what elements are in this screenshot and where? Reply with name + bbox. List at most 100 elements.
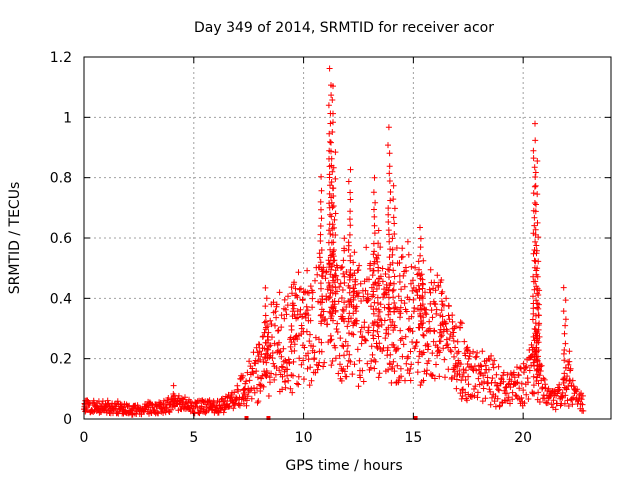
data-point-spike <box>347 196 354 203</box>
data-point <box>363 244 370 251</box>
data-point <box>489 375 496 382</box>
data-point <box>401 283 408 290</box>
data-point <box>284 372 291 379</box>
data-point-spike <box>317 198 324 205</box>
data-point <box>465 355 472 362</box>
data-point <box>279 386 286 393</box>
data-point <box>282 306 289 313</box>
data-point <box>400 272 407 279</box>
data-point-spike <box>533 356 540 363</box>
data-point-spike <box>530 155 537 162</box>
data-point-spike <box>398 297 405 304</box>
data-point-spike <box>532 137 539 144</box>
data-point <box>324 321 331 328</box>
data-point <box>523 391 530 398</box>
data-point-zero <box>413 416 418 420</box>
data-point <box>450 337 457 344</box>
data-point-spike <box>318 247 325 253</box>
data-point-spike <box>562 316 569 323</box>
data-point <box>359 367 366 374</box>
data-point <box>441 356 448 363</box>
data-point <box>248 395 255 402</box>
data-point <box>452 344 459 351</box>
data-point <box>436 373 443 380</box>
data-point-spike <box>263 324 270 331</box>
data-point-spike <box>398 286 405 293</box>
data-point <box>450 329 457 336</box>
data-point <box>312 369 319 376</box>
data-point <box>120 404 127 411</box>
data-point <box>369 351 376 358</box>
data-point <box>261 345 268 352</box>
data-point <box>427 266 434 273</box>
data-point <box>326 294 333 300</box>
data-point-spike <box>374 300 381 306</box>
data-point <box>233 395 240 402</box>
data-point <box>428 372 435 379</box>
data-point <box>344 348 351 355</box>
data-point <box>404 238 411 245</box>
data-point <box>432 287 439 294</box>
data-point-spike <box>439 301 446 308</box>
data-point-spike <box>330 193 337 199</box>
data-point-spike <box>375 227 382 234</box>
data-point-spike <box>397 314 403 321</box>
data-point-spike <box>330 83 336 90</box>
data-point <box>355 289 362 296</box>
data-point <box>335 370 342 377</box>
data-point-spike <box>328 92 335 99</box>
data-point <box>355 293 361 300</box>
data-point-spike <box>340 257 347 264</box>
data-point <box>377 316 383 323</box>
data-point-spike <box>371 174 378 181</box>
data-point-spike <box>262 284 269 291</box>
data-point <box>160 410 167 416</box>
data-point-spike <box>328 179 335 185</box>
data-point-spike <box>332 149 339 156</box>
data-point-spike <box>340 270 347 277</box>
data-point <box>420 331 426 338</box>
data-point-spike <box>330 239 337 246</box>
data-point-spike <box>350 259 357 266</box>
data-point <box>548 401 555 408</box>
data-point <box>305 350 311 357</box>
data-point-spike <box>535 347 542 354</box>
data-point-spike <box>289 313 296 320</box>
data-point-spike <box>329 97 336 103</box>
data-point <box>457 319 464 326</box>
data-point <box>294 294 301 301</box>
data-point-spike <box>327 182 333 189</box>
data-point-spike <box>350 310 357 317</box>
data-point-spike <box>397 304 404 311</box>
data-point <box>482 395 489 402</box>
data-point <box>334 329 341 335</box>
data-point-spike <box>386 163 393 170</box>
data-point <box>289 389 296 396</box>
data-point-spike <box>391 308 398 315</box>
data-point <box>294 380 300 387</box>
data-point <box>500 378 507 385</box>
data-point <box>356 357 363 364</box>
data-point <box>318 348 325 355</box>
data-point <box>390 358 397 365</box>
data-point <box>359 333 366 340</box>
data-point <box>304 365 311 372</box>
data-point-spike <box>347 166 354 173</box>
data-point <box>578 396 585 403</box>
data-point <box>474 389 481 396</box>
data-point-spike <box>325 102 332 109</box>
data-point <box>246 377 253 384</box>
data-point <box>494 395 501 402</box>
data-point <box>305 290 312 297</box>
data-point <box>457 361 464 368</box>
data-point <box>265 337 272 343</box>
data-point <box>495 386 502 393</box>
data-point <box>260 383 267 390</box>
data-point-spike <box>532 238 539 245</box>
data-point <box>251 389 258 396</box>
data-point-spike <box>318 285 324 292</box>
data-point <box>385 331 392 337</box>
data-point <box>370 335 377 342</box>
data-point-spike <box>330 317 336 324</box>
data-point <box>442 320 449 327</box>
